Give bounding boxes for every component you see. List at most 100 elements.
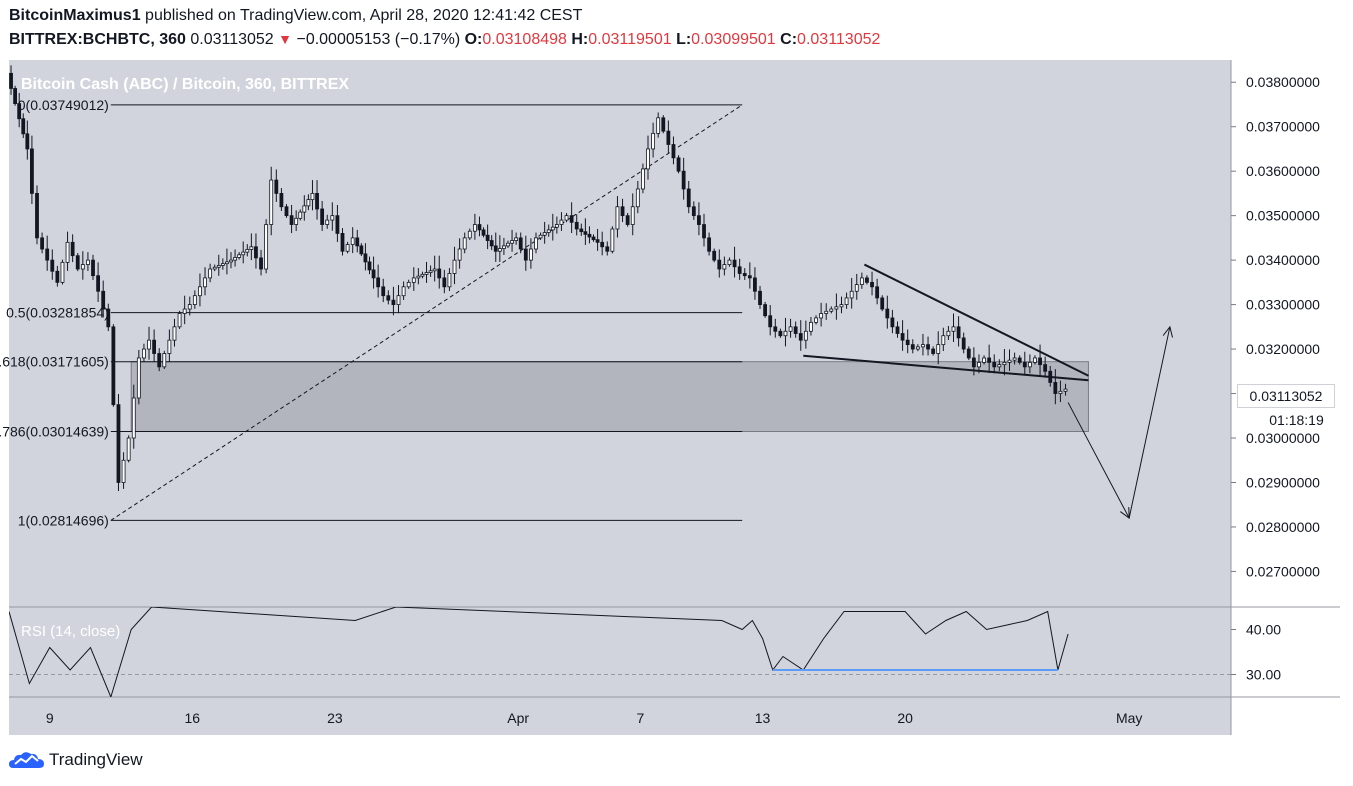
fib-level-label: 0.786(0.03014639) (0, 423, 109, 439)
candle-body (1002, 362, 1007, 366)
time-tick-label: 23 (327, 710, 343, 726)
candle-body (284, 206, 289, 217)
candle-body (447, 273, 452, 288)
candle-body (367, 261, 372, 271)
candle-body (702, 224, 706, 239)
rsi-label: RSI (14, close) (21, 623, 120, 640)
candle-body (550, 226, 555, 231)
candle-body (294, 217, 299, 225)
candle-body (753, 277, 757, 292)
candle-body (834, 306, 839, 310)
candle-body (391, 299, 396, 305)
candle-body (691, 206, 696, 217)
candle-body (875, 286, 880, 299)
candle-body (493, 245, 498, 252)
candle-body (306, 199, 311, 207)
candle-body (30, 148, 34, 194)
candle-body (676, 157, 681, 172)
candle-body (350, 237, 355, 245)
candle-body (587, 233, 592, 238)
candle-body (583, 231, 588, 235)
candle-body (259, 257, 263, 270)
candle-body (298, 211, 303, 219)
time-tick-label: 7 (636, 710, 644, 726)
author-name[interactable]: BitcoinMaximus1 (9, 7, 141, 24)
candle-body (559, 219, 564, 225)
price-pane-bg (9, 60, 1231, 607)
candle-body (489, 240, 494, 247)
candle-body (921, 344, 925, 348)
rsi-pane (9, 607, 1231, 697)
brand-name: TradingView (49, 750, 143, 769)
publish-header: BitcoinMaximus1 published on TradingView… (9, 7, 582, 25)
candle-body (1012, 357, 1017, 361)
candle-body (635, 188, 640, 208)
candle-body (237, 254, 242, 258)
candle-body (915, 346, 920, 350)
candle-body (946, 330, 951, 337)
fib-zone (130, 361, 1089, 432)
high-value: 0.03119501 (588, 31, 672, 48)
candle-body (437, 268, 442, 279)
price-series (9, 65, 1068, 492)
candle-body (25, 133, 30, 150)
candle-body (651, 132, 655, 150)
candle-body (574, 221, 579, 230)
drawings[interactable] (803, 263, 1174, 520)
symbol-legend: BITTREX:BCHBTC, 360 0.03113052 ▼ −0.0000… (9, 31, 880, 49)
candle-body (212, 266, 217, 270)
low-value: 0.03099501 (691, 31, 776, 48)
fibonacci-retracement[interactable]: 0(0.03749012) 0.5(0.03281854) 0.618(0.0317… (0, 97, 1089, 529)
candle-body (824, 310, 829, 314)
candle-body (941, 335, 946, 346)
candle-body (192, 295, 197, 305)
candle-body (406, 281, 411, 288)
candle-body (803, 330, 808, 341)
candle-body (809, 321, 813, 332)
candle-body (1053, 382, 1058, 394)
candle-body (442, 277, 447, 288)
last-price: 0.03113052 (190, 31, 274, 48)
candle-body (269, 179, 274, 225)
candle-body (656, 117, 661, 134)
candle-body (554, 224, 559, 228)
candle-body (686, 188, 691, 208)
candle-body (320, 208, 325, 225)
candle-body (386, 295, 391, 301)
rsi-tick-label: 30.00 (1246, 667, 1281, 683)
candle-body (279, 193, 284, 208)
open-label: O: (464, 31, 483, 48)
candle-body (96, 275, 101, 292)
candle-body (747, 275, 752, 279)
candle-body (182, 308, 187, 314)
candle-body (330, 215, 335, 221)
candle-body (60, 261, 65, 283)
candle-body (452, 259, 457, 274)
candle-body (1043, 364, 1048, 372)
candle-body (854, 284, 859, 292)
candle-body (819, 313, 824, 319)
price-tick-label: 0.02900000 (1246, 474, 1320, 490)
candle-body (315, 193, 319, 210)
candle-body (798, 333, 803, 341)
price-axis[interactable]: 0.03800000 0.03700000 0.03600000 0.03500000… (1231, 74, 1320, 683)
candle-body (926, 344, 930, 350)
candle-body (717, 259, 722, 270)
time-axis[interactable]: 9 16 23 Apr 7 13 20 May (46, 710, 1143, 726)
tradingview-logo[interactable]: TradingView (9, 750, 143, 770)
candle-body (187, 304, 192, 310)
candle-body (630, 206, 635, 225)
candle-body (106, 308, 111, 328)
candle-body (177, 313, 182, 328)
candle-body (1038, 357, 1042, 366)
candle-body (1022, 362, 1027, 368)
candle-body (50, 259, 55, 272)
candle-body (467, 230, 472, 239)
high-label: H: (571, 31, 589, 48)
candle-body (742, 273, 747, 277)
candle-body (245, 249, 250, 253)
price-tick-label: 0.03200000 (1246, 341, 1320, 357)
candle-body (172, 326, 177, 341)
candle-body (793, 326, 798, 334)
